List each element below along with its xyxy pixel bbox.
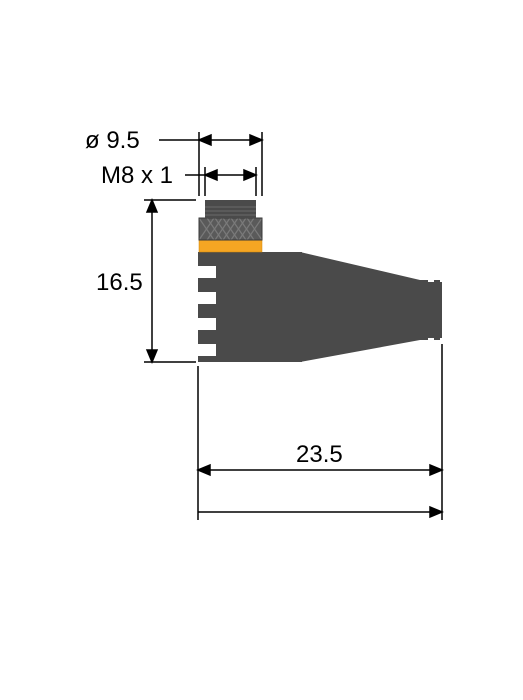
coupling-ring: [199, 240, 262, 252]
cable-strain-relief: [420, 280, 442, 340]
dim-thread: [185, 167, 256, 196]
connector-taper: [300, 252, 420, 362]
dim-length-label: 23.5: [296, 441, 343, 468]
dim-length: [198, 344, 442, 520]
dim-thread-label: M8 x 1: [101, 162, 173, 189]
connector-assembly: [198, 200, 442, 362]
dim-height-label: 16.5: [96, 269, 143, 296]
knurled-nut: [199, 218, 262, 240]
dim-height: [144, 200, 196, 362]
dim-diameter-label: ø 9.5: [85, 127, 140, 154]
connector-technical-drawing: ø 9.5 M8 x 1 16.5 23.5: [0, 0, 523, 700]
connector-plug-top: [205, 200, 256, 218]
dim-diameter: [159, 132, 262, 196]
